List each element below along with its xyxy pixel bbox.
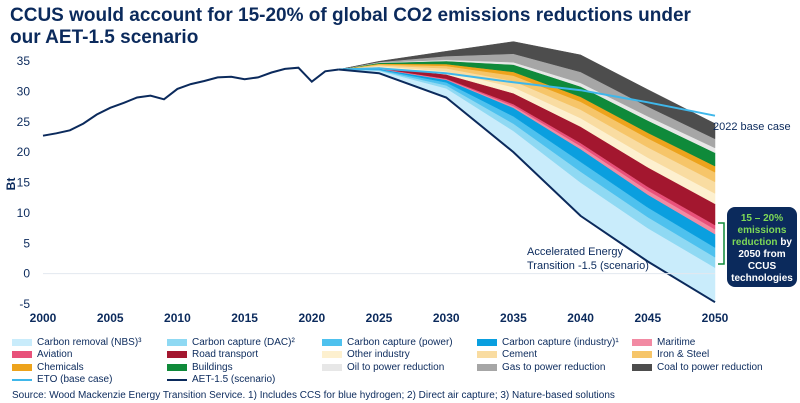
legend-label: Gas to power reduction <box>502 361 606 373</box>
legend-swatch <box>632 351 652 359</box>
legend-swatch <box>167 338 187 346</box>
legend-label: Aviation <box>37 349 73 361</box>
legend-label: Cement <box>502 349 538 361</box>
legend-item: ETO (base case) <box>12 374 167 387</box>
legend-label: Carbon capture (power) <box>347 336 453 348</box>
legend-swatch <box>322 351 342 359</box>
y-tick-label: 25 <box>17 115 31 129</box>
legend-swatch <box>167 351 187 359</box>
legend-item: Carbon capture (industry)¹ <box>477 336 632 349</box>
x-tick-label: 2010 <box>164 311 191 325</box>
callout-line4: 2050 from <box>738 249 786 260</box>
y-tick-label: -5 <box>19 297 30 311</box>
legend-item: Cement <box>477 349 632 362</box>
legend-swatch <box>477 363 497 371</box>
legend-item: Carbon capture (power) <box>322 336 477 349</box>
callout-line3-rest: by <box>780 237 792 248</box>
callout-line3-wrap: reduction by <box>727 237 797 249</box>
y-tick-label: 10 <box>17 206 31 220</box>
legend-swatch <box>632 338 652 346</box>
legend-item: Carbon capture (DAC)² <box>167 336 322 349</box>
legend-swatch <box>477 338 497 346</box>
legend-item: Chemicals <box>12 361 167 374</box>
source-note: Source: Wood Mackenzie Energy Transition… <box>12 390 615 401</box>
wedge-area <box>338 41 716 140</box>
legend-label: Carbon capture (DAC)² <box>192 336 295 348</box>
ccus-bracket <box>718 222 725 265</box>
legend-label: Carbon removal (NBS)³ <box>37 336 142 348</box>
y-tick-label: 35 <box>17 54 31 68</box>
legend-item: Road transport <box>167 349 322 362</box>
ccus-callout: 15 – 20% emissions reduction by 2050 fro… <box>727 207 797 287</box>
legend-item: Other industry <box>322 349 477 362</box>
x-tick-label: 2020 <box>298 311 325 325</box>
legend-swatch <box>167 378 187 381</box>
legend-swatch <box>322 363 342 371</box>
legend-swatch <box>12 338 32 346</box>
callout-line3: reduction <box>731 237 778 248</box>
callout-line6: technologies <box>731 273 793 284</box>
x-tick-label: 2045 <box>634 311 661 325</box>
legend-label: Maritime <box>657 336 696 348</box>
legend-label: Coal to power reduction <box>657 361 763 373</box>
y-tick-label: 20 <box>17 145 31 159</box>
x-tick-label: 2005 <box>97 311 124 325</box>
legend-swatch <box>12 363 32 371</box>
legend-label: Buildings <box>192 361 233 373</box>
legend-item: AET-1.5 (scenario) <box>167 374 322 387</box>
x-tick-label: 2015 <box>231 311 258 325</box>
legend-row: Chemicals Buildings Oil to power reduction… <box>12 361 800 374</box>
legend-label: Road transport <box>192 349 259 361</box>
legend-label: Carbon capture (industry)¹ <box>502 336 619 348</box>
eto-base-case-line <box>338 67 716 117</box>
x-tick-label: 2040 <box>567 311 594 325</box>
legend-item: Carbon removal (NBS)³ <box>12 336 167 349</box>
legend-item: Iron & Steel <box>632 349 787 362</box>
legend-swatch <box>632 363 652 371</box>
legend-swatch <box>167 363 187 371</box>
legend-row: Aviation Road transport Other industry Ceme… <box>12 349 800 362</box>
aet-annotation-line2: Transition -1.5 (scenario) <box>527 260 649 272</box>
legend-label: ETO (base case) <box>37 374 113 386</box>
legend-label: Iron & Steel <box>657 349 710 361</box>
legend-label: AET-1.5 (scenario) <box>192 374 276 386</box>
legend: Carbon removal (NBS)³ Carbon capture (DAC… <box>12 336 800 386</box>
legend-item: Gas to power reduction <box>477 361 632 374</box>
aet-scenario-line <box>338 68 716 304</box>
y-tick-label: 0 <box>23 267 30 281</box>
callout-line1: 15 – 20% <box>740 213 784 224</box>
legend-label: Oil to power reduction <box>347 361 445 373</box>
y-axis-label: Bt <box>4 178 18 191</box>
aet-annotation-line1: Accelerated Energy <box>527 246 623 258</box>
callout-line2: emissions <box>737 225 787 236</box>
legend-label: Chemicals <box>37 361 84 373</box>
x-tick-label: 2025 <box>366 311 393 325</box>
history-line <box>42 66 339 137</box>
x-tick-label: 2050 <box>702 311 729 325</box>
y-tick-label: 30 <box>17 84 31 98</box>
callout-line5: CCUS <box>747 261 777 272</box>
legend-item: Aviation <box>12 349 167 362</box>
x-tick-label: 2035 <box>500 311 527 325</box>
line-layer <box>42 66 716 304</box>
y-tick-label: 15 <box>17 176 31 190</box>
legend-item: Buildings <box>167 361 322 374</box>
legend-item: Maritime <box>632 336 787 349</box>
legend-label: Other industry <box>347 349 410 361</box>
chart-title: CCUS would account for 15-20% of global … <box>10 5 691 48</box>
legend-swatch <box>12 351 32 359</box>
base-case-annotation: 2022 base case <box>713 121 791 133</box>
legend-item: Oil to power reduction <box>322 361 477 374</box>
legend-item: Coal to power reduction <box>632 361 787 374</box>
legend-row: ETO (base case) AET-1.5 (scenario) <box>12 374 800 387</box>
legend-swatch <box>477 351 497 359</box>
x-tick-label: 2000 <box>30 311 57 325</box>
y-tick-label: 5 <box>23 236 30 250</box>
x-tick-label: 2030 <box>433 311 460 325</box>
legend-swatch <box>12 378 32 381</box>
legend-swatch <box>322 338 342 346</box>
legend-row: Carbon removal (NBS)³ Carbon capture (DAC… <box>12 336 800 349</box>
